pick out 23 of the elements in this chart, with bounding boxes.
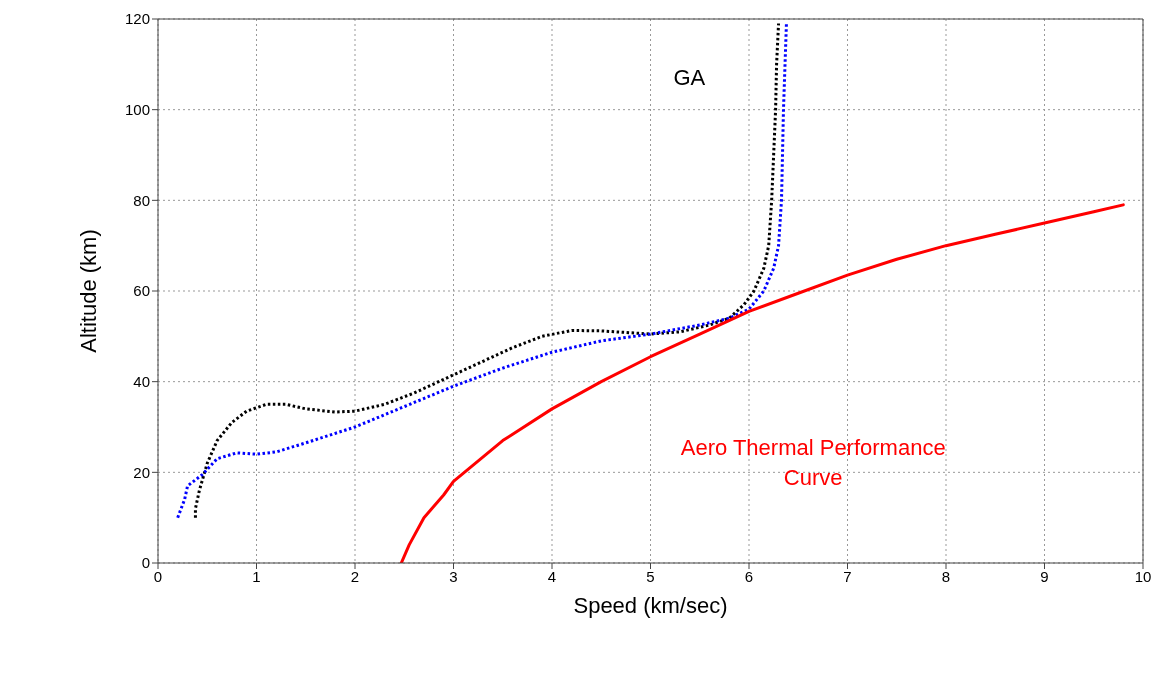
x-tick-label: 1 [252, 567, 261, 585]
x-axis-title: Speed (km/sec) [573, 593, 728, 618]
y-tick-label: 0 [141, 554, 150, 572]
x-tick-label: 5 [646, 567, 655, 585]
x-tick-label: 9 [1040, 567, 1049, 585]
y-tick-label: 60 [133, 282, 150, 300]
x-tick-label: 4 [547, 567, 557, 585]
x-tick-label: 2 [350, 567, 360, 585]
x-tick-label: 7 [843, 567, 852, 585]
y-tick-label: 80 [133, 191, 150, 209]
y-tick-label: 20 [133, 463, 150, 481]
x-tick-label: 8 [941, 567, 951, 585]
line-series [399, 203, 1125, 563]
x-tick-label: 3 [449, 567, 458, 585]
x-tick-label: 10 [1134, 567, 1152, 585]
y-tick-label: 120 [124, 10, 150, 28]
x-tick-label: 6 [744, 567, 754, 585]
x-tick-label: 0 [153, 567, 163, 585]
y-tick-label: 100 [124, 100, 150, 118]
y-axis-title: Altitude (km) [75, 229, 101, 353]
text: GA [673, 64, 706, 90]
y-tick-label: 40 [133, 372, 150, 390]
text: Aero Thermal Performance Curve [680, 434, 946, 490]
